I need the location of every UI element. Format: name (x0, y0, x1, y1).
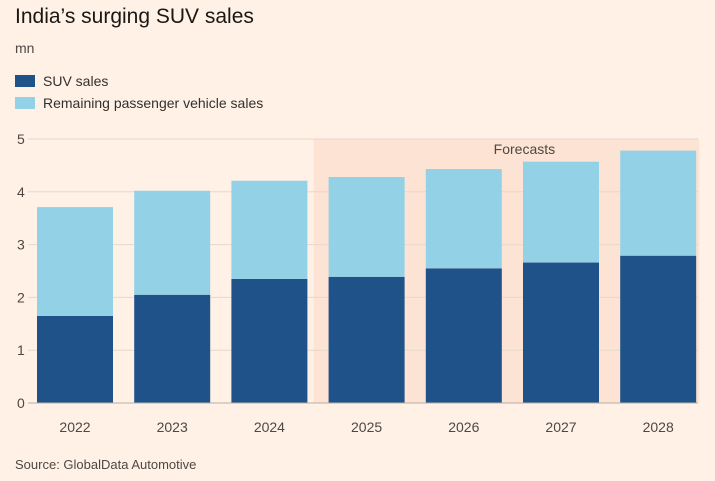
bar-remaining-2028 (620, 150, 697, 256)
chart-title: India’s surging SUV sales (15, 5, 254, 28)
x-tick-label-2028: 2028 (643, 419, 674, 435)
bar-remaining-2025 (328, 177, 405, 277)
bar-suv-2027 (523, 262, 599, 403)
bar-suv-2023 (134, 294, 211, 403)
x-tick-label-2026: 2026 (448, 419, 479, 435)
bar-remaining-2022 (37, 207, 113, 316)
x-tick-label-2025: 2025 (351, 419, 382, 435)
unit-label: mn (15, 40, 35, 56)
bar-suv-2028 (620, 255, 697, 403)
source-note: Source: GlobalData Automotive (15, 457, 197, 472)
y-tick-label-0: 0 (17, 395, 25, 411)
bar-suv-2024 (231, 278, 308, 403)
bar-remaining-2023 (134, 190, 211, 295)
legend-item-remaining: Remaining passenger vehicle sales (15, 92, 263, 114)
y-tick-label-3: 3 (17, 237, 25, 253)
x-tick-label-2022: 2022 (59, 419, 90, 435)
x-tick-label-2024: 2024 (254, 419, 285, 435)
legend-item-suv: SUV sales (15, 70, 263, 92)
legend-swatch-remaining (15, 97, 35, 109)
bar-remaining-2024 (231, 180, 308, 279)
bar-suv-2022 (37, 315, 113, 403)
bar-suv-2026 (425, 268, 502, 403)
forecast-label: Forecasts (494, 141, 555, 157)
legend-label-remaining: Remaining passenger vehicle sales (43, 95, 264, 111)
legend-label-suv: SUV sales (43, 73, 109, 89)
y-tick-label-4: 4 (17, 184, 25, 200)
bar-remaining-2026 (425, 169, 502, 269)
x-tick-label-2023: 2023 (157, 419, 188, 435)
bar-suv-2025 (328, 276, 405, 403)
legend: SUV sales Remaining passenger vehicle sa… (15, 70, 263, 114)
bar-remaining-2027 (523, 161, 599, 263)
x-tick-label-2027: 2027 (545, 419, 576, 435)
legend-swatch-suv (15, 75, 35, 87)
y-tick-label-5: 5 (17, 131, 25, 147)
y-tick-label-2: 2 (17, 289, 25, 305)
y-tick-label-1: 1 (17, 342, 25, 358)
